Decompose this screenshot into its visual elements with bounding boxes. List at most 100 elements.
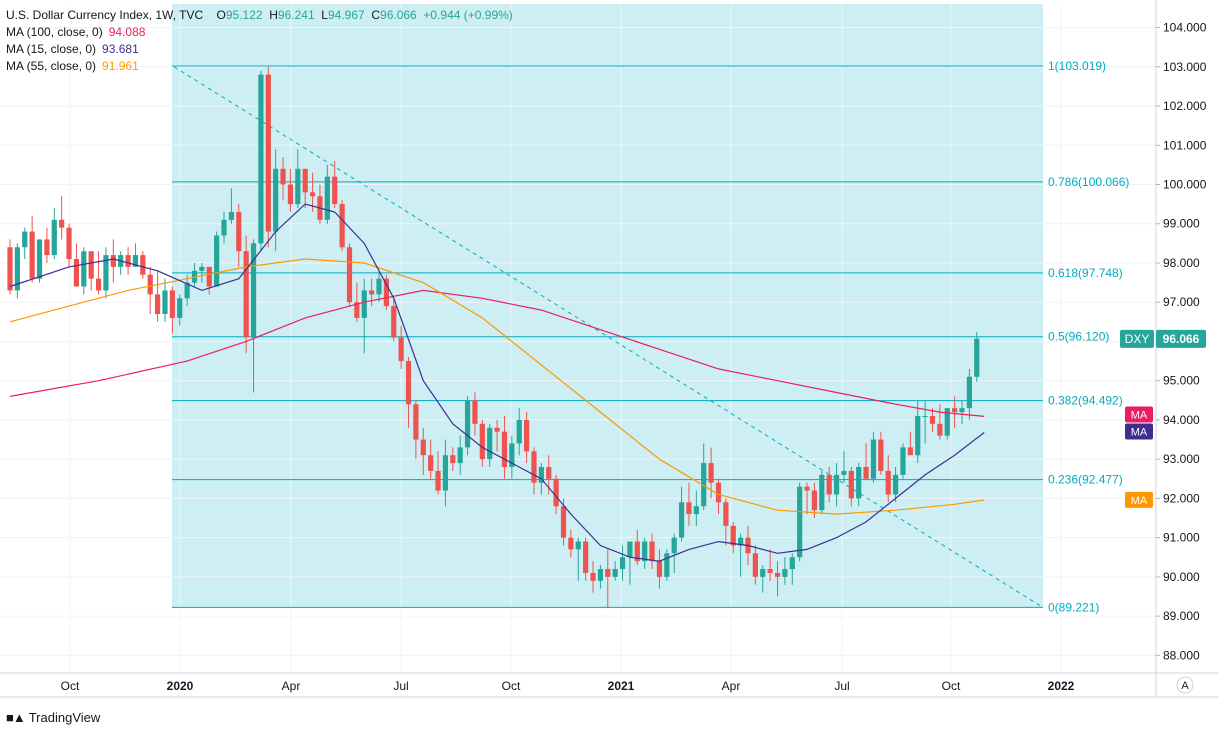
candle-body[interactable] — [878, 439, 884, 471]
candle-body[interactable] — [369, 290, 375, 295]
candle-body[interactable] — [442, 455, 449, 491]
ma100-line[interactable] — [9, 289, 985, 417]
candle-body[interactable] — [804, 486, 810, 491]
candle-body[interactable] — [22, 231, 28, 248]
candle-body[interactable] — [391, 306, 397, 338]
candle-body[interactable] — [214, 235, 220, 287]
ma15-line[interactable] — [9, 203, 985, 562]
candle-body[interactable] — [656, 561, 663, 577]
candle-body[interactable] — [885, 470, 891, 495]
candle-body[interactable] — [590, 572, 596, 581]
candle-body[interactable] — [509, 443, 515, 468]
candle-body[interactable] — [797, 486, 803, 558]
candle-body[interactable] — [841, 470, 847, 475]
candle-body[interactable] — [125, 255, 131, 267]
candle-body[interactable] — [583, 541, 589, 573]
candle-body[interactable] — [516, 419, 522, 444]
candle-body[interactable] — [937, 423, 943, 436]
candle-body[interactable] — [568, 537, 574, 550]
candle-body[interactable] — [627, 541, 633, 558]
candle-body[interactable] — [952, 408, 958, 413]
candle-body[interactable] — [974, 338, 980, 377]
candle-body[interactable] — [612, 569, 618, 577]
candle-body[interactable] — [199, 266, 205, 271]
candle-body[interactable] — [413, 404, 419, 440]
candle-body[interactable] — [605, 569, 611, 577]
candle-body[interactable] — [782, 569, 788, 577]
candle-body[interactable] — [295, 168, 301, 205]
candle-body[interactable] — [900, 447, 906, 475]
candle-body[interactable] — [250, 243, 257, 338]
candle-body[interactable] — [103, 255, 109, 291]
candle-body[interactable] — [959, 408, 965, 413]
candle-body[interactable] — [221, 219, 227, 236]
candle-body[interactable] — [309, 192, 316, 197]
candle-body[interactable] — [59, 219, 65, 228]
ma55-row[interactable]: MA (55, close, 0) 91.961 — [6, 58, 513, 75]
candle-body[interactable] — [110, 255, 116, 267]
candle-body[interactable] — [95, 278, 102, 291]
auto-scale-button[interactable] — [1176, 676, 1194, 694]
candle-body[interactable] — [863, 467, 869, 479]
candle-body[interactable] — [184, 282, 190, 299]
candle-body[interactable] — [738, 537, 744, 546]
candle-body[interactable] — [354, 302, 360, 318]
candle-body[interactable] — [524, 419, 530, 452]
candle-body[interactable] — [265, 74, 271, 232]
candle-body[interactable] — [553, 478, 559, 507]
candle-body[interactable] — [538, 467, 544, 483]
candle-body[interactable] — [464, 400, 471, 448]
candle-body[interactable] — [73, 259, 80, 287]
candle-body[interactable] — [29, 231, 35, 279]
candle-body[interactable] — [848, 470, 854, 499]
candle-body[interactable] — [302, 168, 308, 193]
candle-body[interactable] — [346, 247, 353, 303]
candle-body[interactable] — [789, 557, 795, 570]
candle-body[interactable] — [450, 455, 456, 464]
candle-body[interactable] — [893, 474, 899, 495]
candle-body[interactable] — [671, 537, 677, 554]
candle-body[interactable] — [280, 168, 286, 185]
candle-body[interactable] — [66, 227, 72, 260]
candle-body[interactable] — [494, 427, 500, 432]
candle-body[interactable] — [88, 251, 94, 279]
candle-body[interactable] — [132, 255, 139, 267]
candle-body[interactable] — [428, 455, 434, 471]
candle-body[interactable] — [287, 184, 294, 205]
candle-body[interactable] — [560, 506, 567, 538]
candle-body[interactable] — [907, 447, 913, 456]
ma55-line[interactable] — [9, 258, 985, 515]
candle-body[interactable] — [147, 274, 153, 295]
candle-body[interactable] — [273, 168, 279, 232]
candle-body[interactable] — [619, 557, 626, 570]
candle-body[interactable] — [701, 463, 707, 507]
candle-body[interactable] — [597, 569, 603, 581]
candle-body[interactable] — [332, 176, 338, 205]
candle-body[interactable] — [7, 247, 13, 291]
candle-body[interactable] — [870, 439, 877, 479]
candle-body[interactable] — [324, 176, 330, 220]
candle-body[interactable] — [752, 553, 758, 577]
candle-body[interactable] — [81, 251, 87, 287]
candle-body[interactable] — [236, 211, 242, 252]
candle-body[interactable] — [922, 415, 928, 417]
candle-body[interactable] — [642, 541, 648, 562]
candle-body[interactable] — [140, 255, 146, 275]
candle-body[interactable] — [501, 431, 508, 468]
candle-body[interactable] — [376, 278, 382, 295]
candle-body[interactable] — [833, 474, 840, 495]
candle-body[interactable] — [435, 470, 441, 491]
candle-body[interactable] — [169, 290, 175, 318]
tradingview-footer[interactable]: ■▲ TradingView — [6, 706, 100, 728]
candle-body[interactable] — [479, 423, 485, 460]
candle-body[interactable] — [730, 525, 736, 546]
candle-body[interactable] — [715, 482, 722, 503]
candle-body[interactable] — [966, 376, 972, 409]
candle-body[interactable] — [44, 239, 50, 256]
candle-body[interactable] — [693, 506, 699, 515]
candle-body[interactable] — [575, 541, 581, 550]
candle-body[interactable] — [155, 294, 161, 314]
candle-body[interactable] — [14, 247, 20, 291]
candle-body[interactable] — [51, 219, 57, 256]
